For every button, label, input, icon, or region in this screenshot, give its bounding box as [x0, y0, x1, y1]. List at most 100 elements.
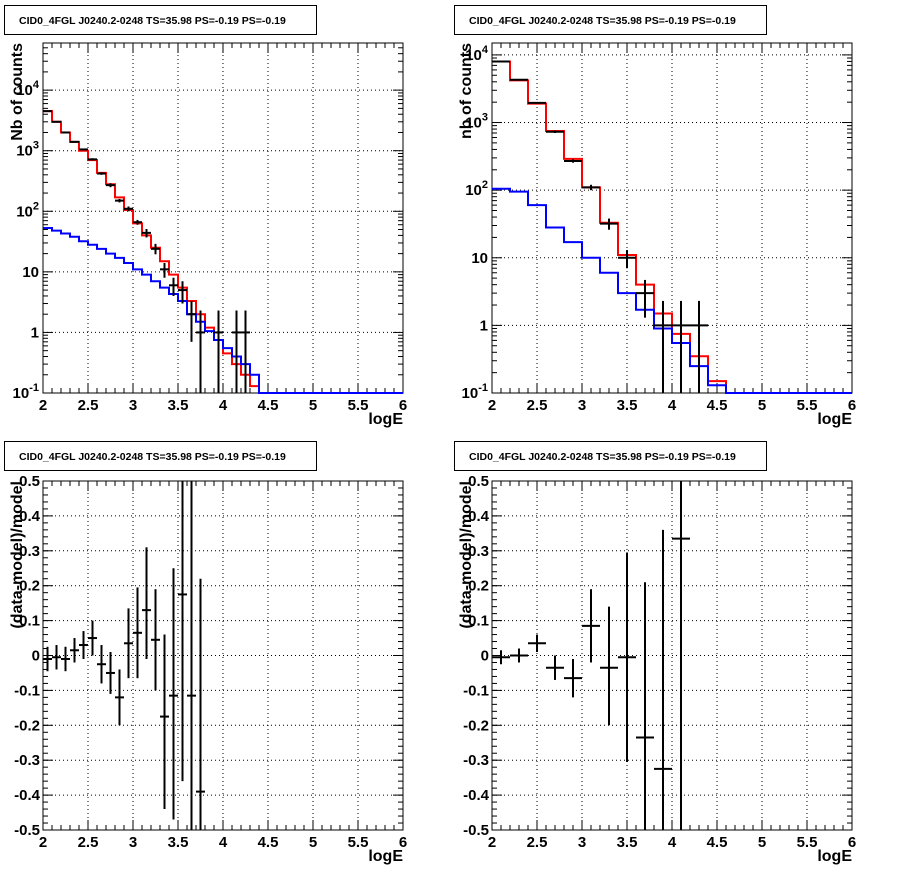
- x-axis-label: logE: [368, 848, 403, 865]
- x-tick-label: 4: [668, 397, 677, 414]
- y-tick-label: -0.2: [14, 717, 40, 734]
- y-tick-label: 0.4: [19, 508, 41, 525]
- y-tick-label: 0.1: [468, 613, 489, 630]
- plot-frame: [491, 480, 853, 831]
- pad-bottom-right: 2 2.5 3 3.5 4 4.5 5 5.5 6 -0.5 -0.4 -0.3 -0.2 -0.1 0 0.…: [449, 437, 898, 875]
- x-tick-label: 5: [758, 834, 766, 851]
- x-tick-label: 6: [399, 397, 407, 414]
- y-axis-label: (data-model)/model: [9, 481, 26, 629]
- y-tick-label: -0.4: [14, 787, 41, 804]
- x-tick-label: 4.5: [707, 834, 728, 851]
- x-tick-label: 2.5: [78, 397, 99, 414]
- y-tick-label: 0.4: [468, 508, 490, 525]
- y-tick-label: -0.2: [463, 717, 489, 734]
- x-tick-label: 4: [219, 834, 228, 851]
- x-tick-label: 2: [39, 834, 47, 851]
- y-tick-label: -0.5: [463, 822, 489, 839]
- histogram-series-line: [43, 110, 403, 394]
- x-tick-label: 5.5: [797, 397, 818, 414]
- x-tick-label: 4.5: [258, 397, 279, 414]
- y-tick-label: 10-1: [462, 382, 488, 402]
- x-axis-label: logE: [817, 848, 852, 865]
- axes: 2 2.5 3 3.5 4 4.5 5 5.5 6 -0.5 -0.4 -0.3 -0.2 -0.1 0 0.…: [458, 473, 856, 865]
- pad-top-left: 2 2.5 3 3.5 4 4.5 5 5.5 6 10-1 1 10 102 103 104 logE Nb …: [0, 0, 449, 437]
- x-tick-label: 5.5: [348, 397, 369, 414]
- y-tick-label: 102: [465, 179, 488, 199]
- plot-area: [492, 60, 852, 394]
- chart-title: CID0_4FGL J0240.2-0248 TS=35.98 PS=-0.19…: [454, 441, 767, 471]
- x-tick-label: 5.5: [797, 834, 818, 851]
- x-tick-label: 3: [129, 834, 137, 851]
- x-tick-label: 2.5: [78, 834, 99, 851]
- residuals-chart-left: 2 2.5 3 3.5 4 4.5 5 5.5 6 -0.5 -0.4 -0.3 -0.2 -0.1 0 0.…: [9, 473, 407, 865]
- x-tick-label: 4.5: [258, 834, 279, 851]
- plot-frame: [491, 42, 853, 394]
- y-tick-label: 102: [16, 200, 39, 220]
- histogram-series-line: [43, 226, 403, 394]
- grid: [43, 481, 403, 830]
- y-axis-label: nb of counts: [458, 43, 475, 139]
- y-tick-label: 0.5: [468, 473, 489, 490]
- y-tick-label: 10: [22, 264, 39, 281]
- grid: [43, 43, 403, 393]
- y-tick-label: 10: [471, 250, 488, 267]
- y-tick-label: 104: [465, 44, 489, 64]
- x-tick-label: 3: [129, 397, 137, 414]
- x-tick-label: 2.5: [527, 397, 548, 414]
- x-tick-label: 4.5: [707, 397, 728, 414]
- grid: [492, 481, 852, 830]
- x-tick-label: 4: [219, 397, 228, 414]
- y-tick-label: -0.3: [463, 752, 489, 769]
- x-tick-label: 3.5: [168, 834, 189, 851]
- chart-title: CID0_4FGL J0240.2-0248 TS=35.98 PS=-0.19…: [454, 5, 767, 35]
- x-tick-label: 5.5: [348, 834, 369, 851]
- y-axis-label: Nb of counts: [9, 43, 26, 141]
- y-tick-label: 1: [31, 324, 39, 341]
- counts-spectrum-chart-left: 2 2.5 3 3.5 4 4.5 5 5.5 6 10-1 1 10 102 103 104 logE Nb …: [9, 42, 407, 428]
- y-tick-label: 0.5: [19, 473, 40, 490]
- y-axis-label: (data-model)/model: [458, 481, 475, 629]
- plot-area: [43, 481, 205, 830]
- y-tick-label: -0.1: [463, 682, 489, 699]
- y-tick-label: 103: [465, 112, 488, 132]
- y-tick-label: -0.4: [463, 787, 490, 804]
- x-tick-label: 3: [578, 397, 586, 414]
- x-tick-label: 2: [488, 834, 496, 851]
- y-tick-label: 104: [16, 79, 40, 99]
- grid: [492, 43, 852, 393]
- y-tick-label: 0: [481, 648, 489, 665]
- x-tick-label: 3.5: [168, 397, 189, 414]
- x-axis-label: logE: [368, 411, 403, 428]
- chart-title: CID0_4FGL J0240.2-0248 TS=35.98 PS=-0.19…: [4, 5, 317, 35]
- plot-frame: [42, 42, 404, 394]
- y-tick-label: 0: [32, 648, 40, 665]
- y-tick-label: -0.1: [14, 682, 40, 699]
- x-tick-label: 2: [488, 397, 496, 414]
- x-tick-label: 6: [399, 834, 407, 851]
- axes: 2 2.5 3 3.5 4 4.5 5 5.5 6 10-1 1 10 102 103 104 logE nb …: [458, 42, 856, 428]
- plot-area: [492, 481, 690, 830]
- x-tick-label: 5: [758, 397, 766, 414]
- pad-bottom-left: 2 2.5 3 3.5 4 4.5 5 5.5 6 -0.5 -0.4 -0.3 -0.2 -0.1 0 0.…: [0, 437, 449, 875]
- y-tick-label: -0.3: [14, 752, 40, 769]
- y-tick-label: 0.1: [19, 613, 40, 630]
- y-tick-label: 10-1: [13, 382, 39, 402]
- y-tick-label: 0.3: [468, 543, 489, 560]
- x-tick-label: 5: [309, 834, 317, 851]
- x-tick-label: 2: [39, 397, 47, 414]
- residuals-chart-right: 2 2.5 3 3.5 4 4.5 5 5.5 6 -0.5 -0.4 -0.3 -0.2 -0.1 0 0.…: [458, 473, 856, 865]
- x-tick-label: 6: [848, 397, 856, 414]
- x-tick-label: 3: [578, 834, 586, 851]
- x-tick-label: 3.5: [617, 834, 638, 851]
- plot-frame: [42, 480, 404, 831]
- y-tick-label: 103: [16, 140, 39, 160]
- axes: 2 2.5 3 3.5 4 4.5 5 5.5 6 -0.5 -0.4 -0.3 -0.2 -0.1 0 0.…: [9, 473, 407, 865]
- x-tick-label: 5: [309, 397, 317, 414]
- y-tick-label: 1: [480, 317, 488, 334]
- counts-spectrum-chart-right: 2 2.5 3 3.5 4 4.5 5 5.5 6 10-1 1 10 102 103 104 logE nb …: [458, 42, 856, 428]
- chart-title: CID0_4FGL J0240.2-0248 TS=35.98 PS=-0.19…: [4, 441, 317, 471]
- pad-top-right: 2 2.5 3 3.5 4 4.5 5 5.5 6 10-1 1 10 102 103 104 logE nb …: [449, 0, 898, 437]
- x-tick-label: 6: [848, 834, 856, 851]
- x-tick-label: 4: [668, 834, 677, 851]
- plot-area: [43, 110, 403, 394]
